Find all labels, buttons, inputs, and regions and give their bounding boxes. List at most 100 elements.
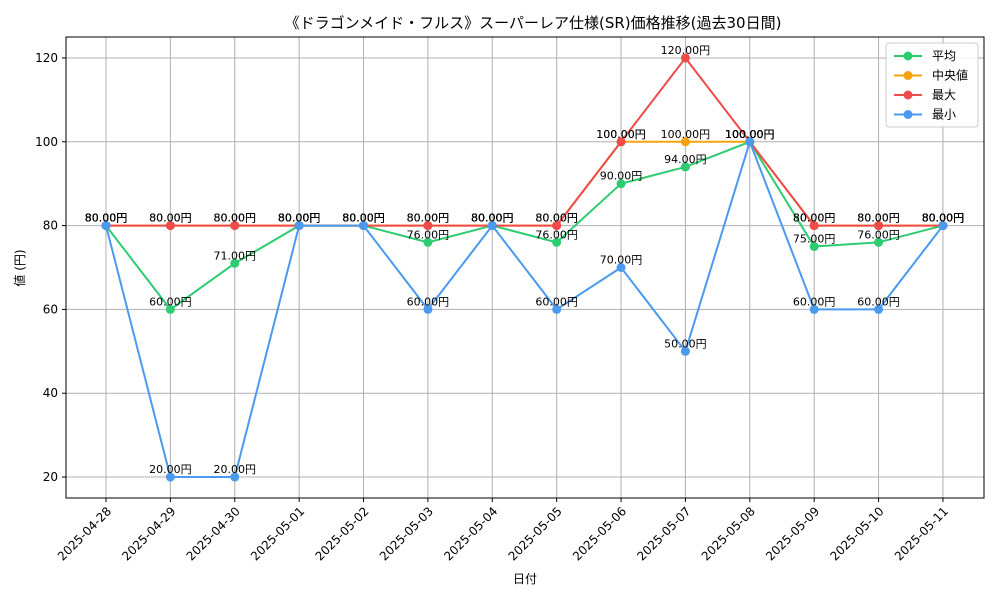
data-point [616, 179, 626, 189]
data-label: 100.00円 [725, 128, 775, 141]
data-label: 80.00円 [342, 212, 385, 225]
data-label: 80.00円 [471, 212, 514, 225]
data-label: 80.00円 [857, 212, 900, 225]
data-point [938, 221, 948, 231]
legend-label: 最小 [932, 108, 956, 122]
data-label: 80.00円 [214, 212, 257, 225]
data-label: 76.00円 [857, 228, 900, 241]
x-tick-label: 2025-05-06 [570, 504, 629, 563]
data-label: 90.00円 [600, 170, 643, 183]
data-point [423, 237, 433, 247]
grid [66, 37, 984, 498]
data-label: 80.00円 [278, 212, 321, 225]
data-label: 80.00円 [471, 212, 514, 225]
series-lines [101, 53, 948, 482]
data-label: 50.00円 [664, 337, 707, 350]
plot-area-frame [65, 36, 985, 499]
data-label: 80.00円 [214, 212, 257, 225]
data-point [809, 304, 819, 314]
data-point [230, 472, 240, 482]
data-point [552, 304, 562, 314]
data-label: 70.00円 [600, 254, 643, 267]
data-label: 80.00円 [342, 212, 385, 225]
data-label: 80.00円 [535, 212, 578, 225]
x-axis-ticks: 2025-04-28 2025-04-29 2025-04-30 2025-05-01… [55, 498, 951, 563]
data-point [680, 53, 690, 63]
data-label: 120.00円 [661, 44, 711, 57]
series-line [105, 140, 944, 311]
legend-label: 最大 [932, 88, 956, 102]
data-point [230, 221, 240, 231]
data-label: 80.00円 [922, 212, 965, 225]
data-point [101, 221, 111, 231]
data-point [616, 263, 626, 272]
chart-title: 《ドラゴンメイド・フルス》スーパーレア仕様(SR)価格推移(過去30日間) [285, 14, 782, 32]
data-label: 80.00円 [278, 212, 321, 225]
data-point [809, 221, 819, 231]
data-point [230, 258, 240, 268]
data-label: 80.00円 [342, 212, 385, 225]
legend-marker [903, 110, 913, 119]
y-tick-label: 100 [35, 135, 58, 149]
legend-marker [903, 90, 913, 100]
data-point [552, 237, 562, 247]
data-label: 80.00円 [535, 212, 578, 225]
data-label: 80.00円 [471, 212, 514, 225]
data-label: 80.00円 [922, 212, 965, 225]
series-line [106, 56, 943, 227]
data-label: 60.00円 [407, 295, 450, 308]
data-point [487, 221, 497, 231]
x-axis-label: 日付 [513, 572, 537, 586]
data-point [165, 472, 175, 482]
legend-marker [903, 71, 913, 80]
x-tick-label: 2025-05-09 [763, 504, 822, 563]
y-tick-label: 120 [35, 51, 58, 65]
x-tick-label: 2025-05-10 [827, 504, 886, 563]
data-label: 80.00円 [278, 212, 321, 225]
data-point [165, 304, 175, 314]
data-point [616, 137, 626, 147]
x-tick-label: 2025-05-08 [699, 504, 758, 563]
data-point [294, 221, 304, 231]
data-label: 80.00円 [85, 212, 128, 225]
data-label: 80.00円 [407, 212, 450, 225]
x-tick-label: 2025-05-11 [892, 504, 951, 563]
data-point [745, 137, 755, 147]
y-axis-label: 値 (円) [12, 249, 27, 286]
data-label: 100.00円 [661, 128, 711, 141]
data-label: 80.00円 [85, 212, 128, 225]
data-label: 100.00円 [725, 128, 775, 141]
data-point [552, 221, 562, 231]
data-label: 76.00円 [407, 228, 450, 241]
x-tick-label: 2025-05-03 [377, 504, 436, 563]
y-tick-label: 20 [43, 470, 58, 484]
y-axis-ticks: 20 40 60 80 100 120 [35, 51, 66, 484]
data-point [680, 162, 690, 172]
y-tick-label: 80 [43, 219, 58, 233]
data-label: 100.00円 [725, 128, 775, 141]
x-tick-label: 2025-05-05 [506, 504, 565, 563]
data-label: 100.00円 [596, 128, 646, 141]
data-point [809, 242, 819, 252]
x-tick-label: 2025-05-01 [248, 504, 307, 563]
data-label: 100.00円 [725, 128, 775, 141]
x-tick-label: 2025-04-28 [55, 504, 114, 563]
x-tick-label: 2025-04-30 [184, 504, 243, 563]
data-label: 76.00円 [535, 228, 578, 241]
data-label: 80.00円 [85, 212, 128, 225]
data-label: 60.00円 [149, 295, 192, 308]
data-label: 60.00円 [535, 295, 578, 308]
x-tick-label: 2025-05-07 [634, 504, 693, 563]
data-label: 60.00円 [857, 295, 900, 308]
data-point [874, 237, 884, 247]
x-tick-label: 2025-05-04 [441, 504, 500, 563]
legend-marker [903, 51, 913, 61]
data-label: 94.00円 [664, 153, 707, 166]
data-label: 80.00円 [857, 212, 900, 225]
y-tick-label: 40 [43, 386, 58, 400]
data-point [680, 346, 690, 356]
data-label: 80.00円 [922, 212, 965, 225]
data-label: 80.00円 [85, 212, 128, 225]
